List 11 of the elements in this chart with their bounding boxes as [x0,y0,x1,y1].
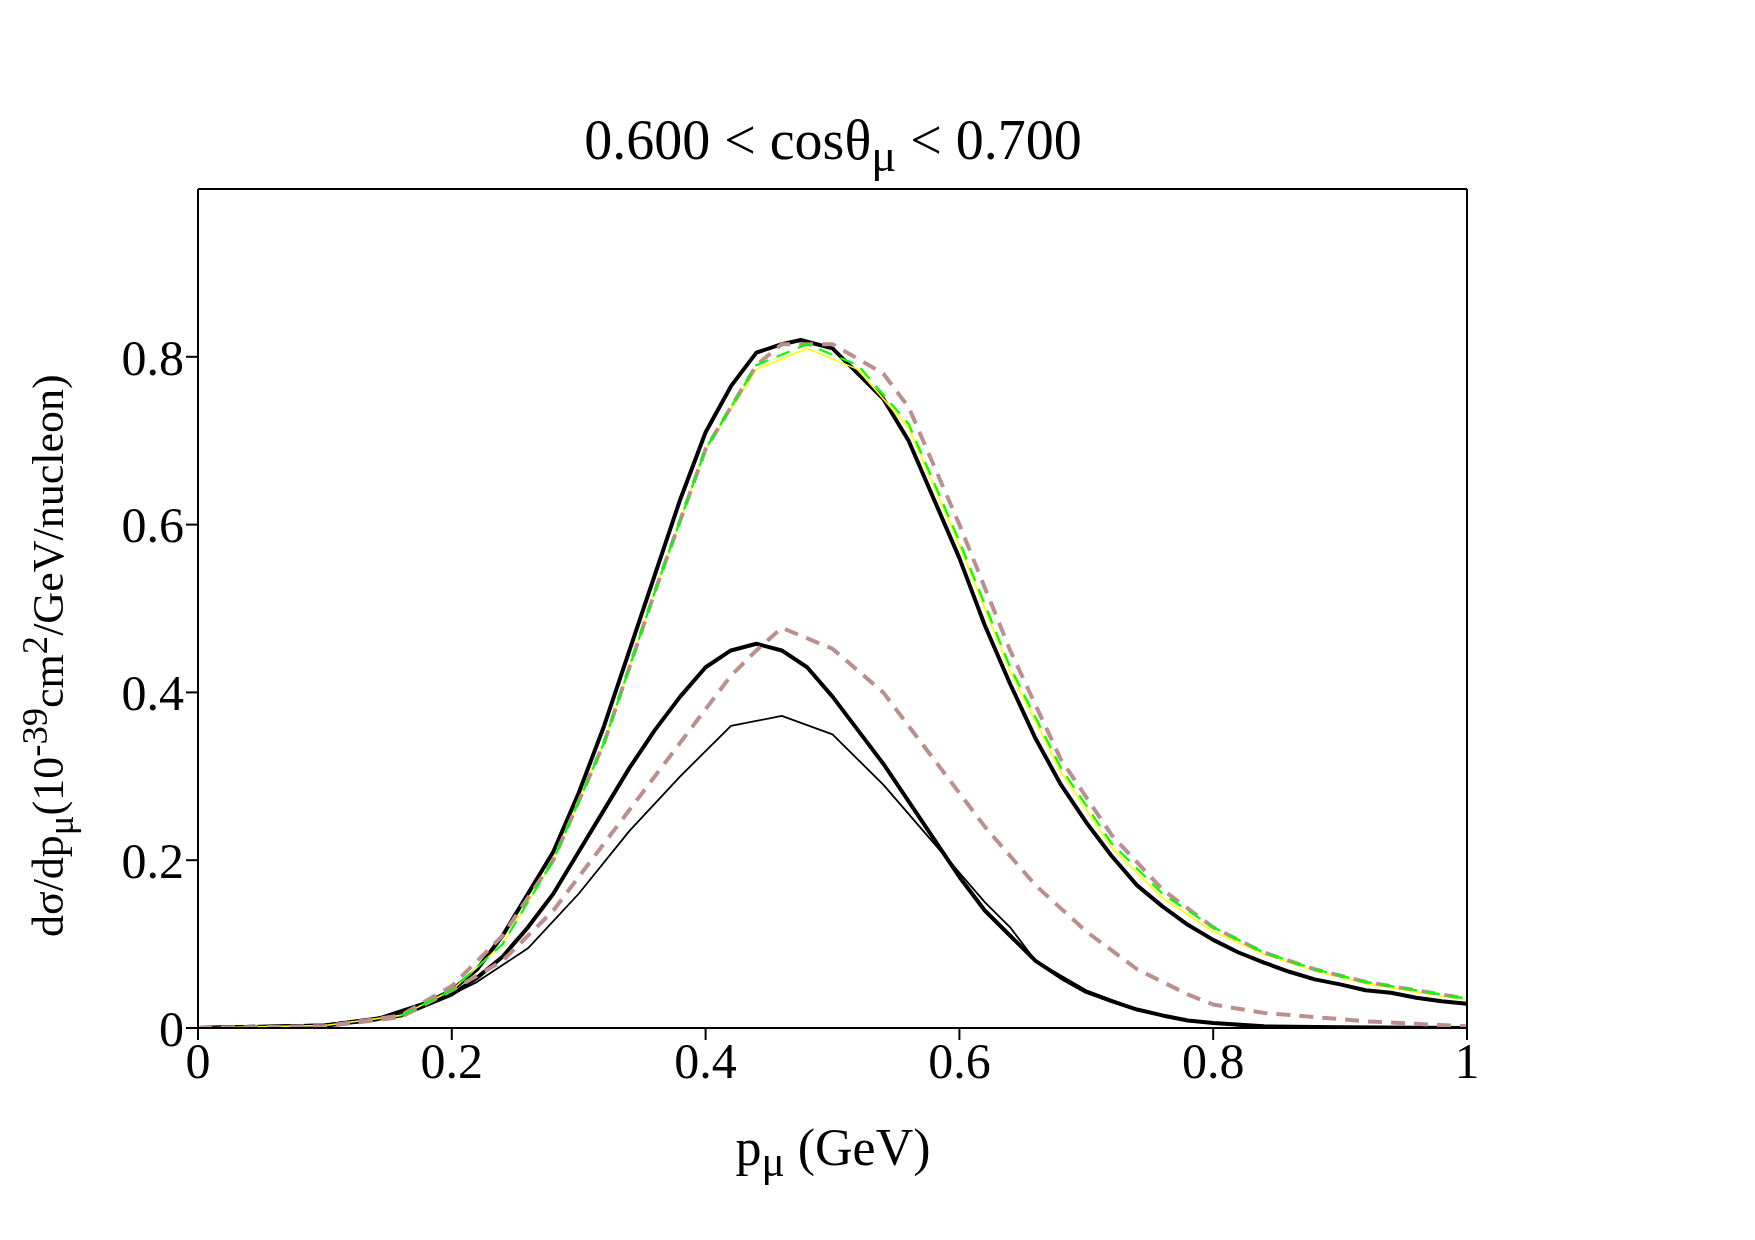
x-tick-label: 0.2 [420,1032,484,1089]
x-tick-label: 1 [1454,1032,1480,1089]
x-tick-label: 0.6 [928,1032,991,1089]
y-tick-label: 0.2 [121,832,184,889]
y-tick-label: 0.6 [121,497,184,554]
x-tick-label: 0.4 [674,1032,737,1089]
x-axis-title: p$_{μ}$ (GeV) [734,1118,932,1187]
x-tick-label: 0.8 [1181,1032,1245,1089]
y-tick-label: 0.4 [121,665,184,722]
y-tick-label: 0.8 [121,329,184,386]
chart-title: 0.600 < cosθ$_{μ}$ < 0.700 [583,108,1083,183]
